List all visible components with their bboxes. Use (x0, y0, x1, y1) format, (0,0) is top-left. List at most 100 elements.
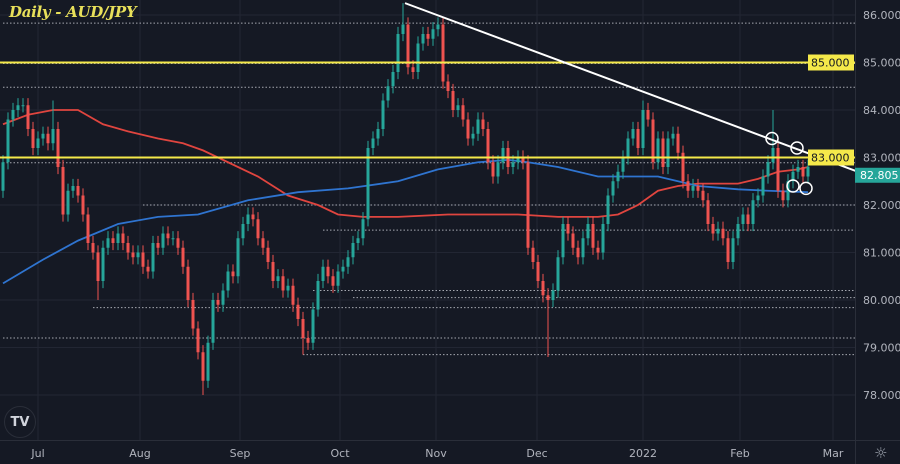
candle-body (466, 119, 470, 139)
candle (251, 207, 255, 227)
candle-body (131, 252, 135, 258)
candle (331, 269, 335, 293)
chart-title: Daily - AUD/JPY (9, 3, 137, 21)
candle (196, 321, 200, 360)
candle (426, 26, 430, 46)
candle-body (501, 148, 505, 163)
price-tick-label: 78.000 (863, 389, 900, 402)
candle-body (171, 238, 175, 240)
candle (121, 226, 125, 251)
price-tick-label: 83.000 (863, 152, 900, 165)
moving-average-red-line (2, 109, 809, 218)
candle-body (656, 138, 660, 163)
candle (611, 174, 615, 203)
candle (471, 126, 475, 146)
candle (161, 226, 165, 255)
candle (731, 231, 735, 270)
candle (626, 131, 630, 165)
candle (526, 155, 530, 255)
candle-body (351, 243, 355, 258)
candle-body (76, 186, 80, 196)
candle-body (556, 257, 560, 291)
candle (476, 112, 480, 141)
price-tick-label: 86.000 (863, 9, 900, 22)
level-price-tag-label: 85.000 (811, 57, 850, 70)
candle (291, 278, 295, 312)
candle (111, 231, 115, 251)
candle-body (121, 233, 125, 243)
candle-body (636, 129, 640, 148)
candle-body (696, 186, 700, 191)
candle (381, 93, 385, 137)
candle (116, 226, 120, 251)
candle-body (366, 148, 370, 220)
candle (236, 231, 240, 284)
candle-body (251, 214, 255, 220)
candle-body (601, 224, 605, 253)
price-tick-label: 80.000 (863, 294, 900, 307)
candle-body (791, 171, 795, 182)
candle-body (341, 266, 345, 272)
candle-body (301, 319, 305, 338)
candle (596, 240, 600, 260)
candle-body (181, 247, 185, 267)
candle-body (551, 290, 555, 300)
candle (591, 216, 595, 255)
candle-body (26, 105, 30, 129)
candle (31, 121, 35, 156)
candle-body (371, 138, 375, 148)
candle (441, 17, 445, 89)
candle-body (786, 181, 790, 201)
candle (241, 216, 245, 246)
candle-body (756, 195, 760, 201)
candle (656, 131, 660, 170)
candle (146, 259, 150, 279)
candle (416, 36, 420, 80)
candle-body (106, 238, 110, 248)
candle (556, 250, 560, 298)
logo-text: TV (10, 414, 30, 430)
candle (136, 245, 140, 265)
candle (281, 269, 285, 298)
candle-body (161, 233, 165, 248)
candle (216, 292, 220, 312)
candle-body (266, 247, 270, 262)
candle (16, 98, 20, 118)
candle-body (276, 276, 280, 281)
candle-body (211, 300, 215, 343)
tradingview-logo[interactable]: TV (4, 406, 36, 438)
candle-body (241, 224, 245, 239)
candle (66, 183, 70, 222)
candle-body (616, 171, 620, 182)
candle-body (666, 138, 670, 167)
candle-body (641, 110, 645, 148)
candle (56, 121, 60, 175)
settings-gear-icon[interactable]: ☼ (874, 444, 888, 462)
candle (646, 102, 650, 127)
candle-body (706, 200, 710, 224)
candle-body (221, 290, 225, 305)
candle-body (186, 266, 190, 300)
candle-body (546, 295, 550, 300)
candle (221, 283, 225, 312)
candle-body (141, 252, 145, 267)
candle-body (771, 148, 775, 163)
candle-body (796, 167, 800, 172)
candle (186, 259, 190, 308)
candle (26, 98, 30, 137)
candle (386, 79, 390, 108)
candle-body (486, 129, 490, 163)
time-tick-label: Oct (330, 447, 350, 460)
time-tick-label: Feb (730, 447, 749, 460)
candle-body (746, 214, 750, 224)
candle-body (651, 119, 655, 163)
candle-body (306, 338, 310, 343)
candle-body (751, 200, 755, 224)
candle (791, 164, 795, 189)
candle (481, 112, 485, 137)
candle (396, 26, 400, 80)
candle-body (416, 43, 420, 72)
time-tick-label: Aug (129, 447, 150, 460)
touch-marker-circle (786, 179, 800, 193)
